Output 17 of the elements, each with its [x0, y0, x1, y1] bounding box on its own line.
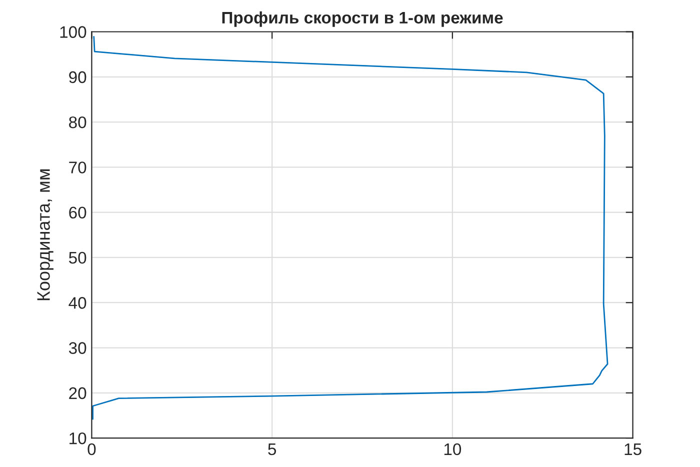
y-axis-title: Координата, мм	[37, 169, 54, 300]
y-tick-label: 100	[60, 26, 86, 38]
y-tick-label: 30	[68, 342, 86, 354]
x-tick-label: 5	[268, 444, 276, 456]
y-tick-label: 80	[69, 116, 86, 128]
y-tick-label: 10	[70, 432, 86, 444]
x-tick-label: 0	[88, 443, 96, 456]
y-tick-label: 40	[68, 297, 86, 309]
y-tick-label: 50	[68, 252, 86, 264]
y-tick-label: 70	[69, 162, 86, 174]
chart-title: Профиль скорости в 1-ом режиме	[222, 11, 503, 27]
y-tick-label: 60	[69, 206, 86, 219]
y-tick-label: 20	[69, 387, 86, 400]
x-tick-label: 15	[624, 444, 642, 456]
x-tick-label: 10	[444, 443, 462, 456]
line-series	[92, 36, 608, 420]
y-tick-label: 90	[69, 71, 86, 84]
